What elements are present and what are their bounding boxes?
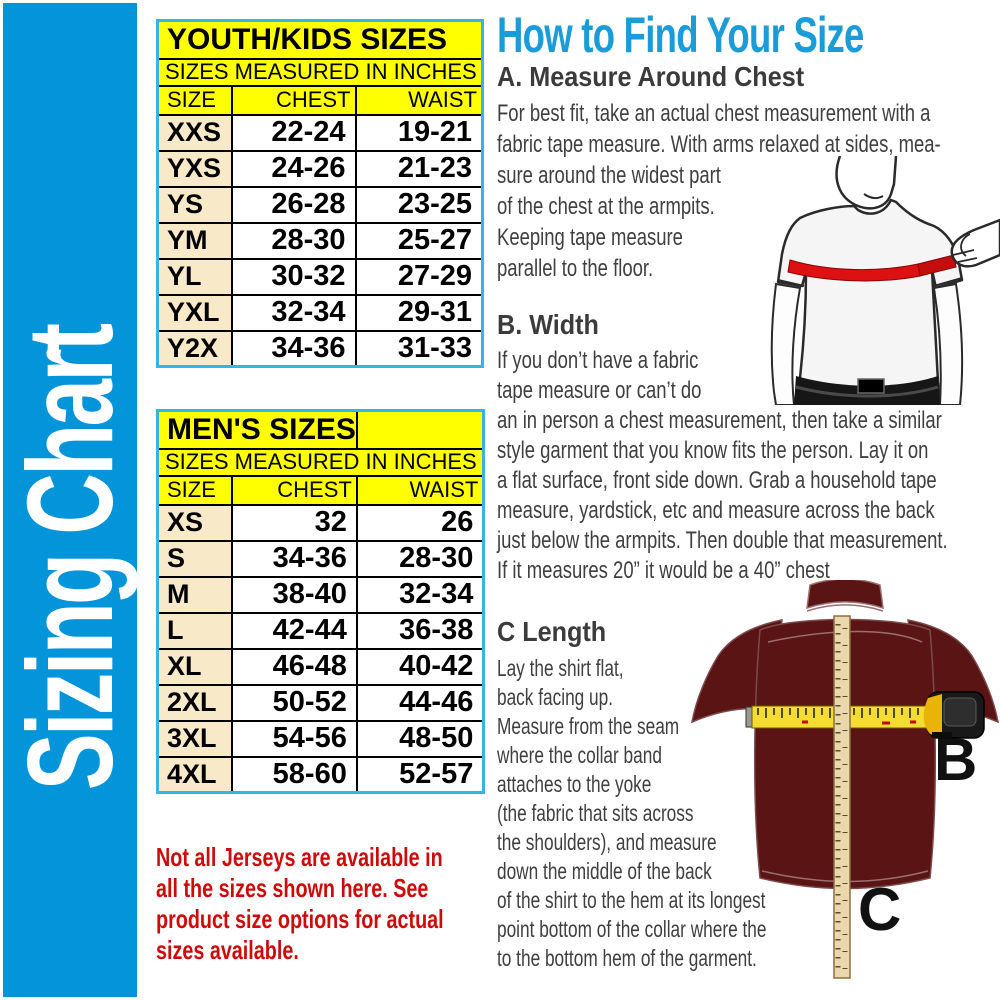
- shirt-length-figure: B C: [691, 580, 999, 979]
- size-cell: YXL: [156, 293, 233, 332]
- size-cell: L: [156, 611, 233, 650]
- youth-header-row: SIZE CHEST WAIST: [156, 84, 484, 116]
- chest-cell: 26-28: [230, 185, 357, 224]
- chest-cell: 58-60: [231, 755, 358, 794]
- section-a-heading: A. Measure Around Chest: [497, 61, 805, 92]
- waist-cell: 29-31: [354, 293, 484, 332]
- size-cell: YXS: [156, 149, 233, 188]
- table-row: XS 32 26: [156, 503, 485, 542]
- helper-hand: [950, 218, 1000, 268]
- guide-title: How to Find Your Size: [497, 7, 864, 63]
- table-row: XL 46-48 40-42: [156, 647, 485, 686]
- section-c-heading: C Length: [497, 616, 607, 647]
- size-cell: S: [156, 539, 233, 578]
- mens-header-row: SIZE CHEST WAIST: [156, 474, 485, 506]
- person-head: [835, 156, 898, 210]
- section-b-body: If you don’t have a fabric tape measure …: [497, 347, 948, 584]
- size-cell: XS: [156, 503, 233, 542]
- chest-cell: 46-48: [231, 647, 358, 686]
- size-cell: 2XL: [156, 683, 233, 722]
- table-row: YXS 24-26 21-23: [156, 149, 484, 188]
- belt-buckle: [857, 378, 885, 394]
- size-cell: YM: [156, 221, 233, 260]
- youth-table-title: YOUTH/KIDS SIZES: [156, 19, 484, 60]
- chest-cell: 24-26: [230, 149, 357, 188]
- chest-cell: 28-30: [230, 221, 357, 260]
- waist-cell: 27-29: [354, 257, 484, 296]
- youth-col-waist: WAIST: [354, 84, 484, 116]
- size-cell: M: [156, 575, 233, 614]
- waist-cell: 52-57: [355, 755, 485, 794]
- size-cell: 4XL: [156, 755, 233, 794]
- table-row: YS 26-28 23-25: [156, 185, 484, 224]
- waist-cell: 19-21: [354, 113, 484, 152]
- table-row: XXS 22-24 19-21: [156, 113, 484, 152]
- mens-table-subtitle: SIZES MEASURED IN INCHES: [156, 447, 485, 477]
- sidebar-banner: Sizing Chart: [2, 3, 138, 997]
- mens-table-title: MEN'S SIZES: [156, 409, 358, 450]
- chest-cell: 34-36: [231, 539, 358, 578]
- size-cell: YL: [156, 257, 233, 296]
- chest-cell: 32: [231, 503, 358, 542]
- waist-cell: 23-25: [354, 185, 484, 224]
- waist-cell: 48-50: [355, 719, 485, 758]
- mens-table-title-spacer: [355, 409, 485, 450]
- chest-cell: 38-40: [231, 575, 358, 614]
- table-row: S 34-36 28-30: [156, 539, 485, 578]
- chest-cell: 54-56: [231, 719, 358, 758]
- youth-sizes-table: YOUTH/KIDS SIZES SIZES MEASURED IN INCHE…: [156, 19, 484, 368]
- chest-cell: 22-24: [230, 113, 357, 152]
- section-a-body: For best fit, take an actual chest measu…: [497, 100, 941, 282]
- mens-col-chest: CHEST: [231, 474, 358, 506]
- mens-col-waist: WAIST: [355, 474, 485, 506]
- tape-red-marks: [802, 720, 916, 725]
- table-row: 4XL 58-60 52-57: [156, 755, 485, 794]
- table-row: YL 30-32 27-29: [156, 257, 484, 296]
- youth-col-chest: CHEST: [230, 84, 357, 116]
- label-c: C: [858, 876, 901, 943]
- chest-cell: 32-34: [230, 293, 357, 332]
- waist-cell: 44-46: [355, 683, 485, 722]
- table-row: 3XL 54-56 48-50: [156, 719, 485, 758]
- table-row: L 42-44 36-38: [156, 611, 485, 650]
- person-tshirt: [776, 198, 964, 405]
- waist-cell: 21-23: [354, 149, 484, 188]
- size-cell: XXS: [156, 113, 233, 152]
- mens-sizes-table: MEN'S SIZES SIZES MEASURED IN INCHES SIZ…: [156, 409, 486, 794]
- table-row: YM 28-30 25-27: [156, 221, 484, 260]
- table-row: 2XL 50-52 44-46: [156, 683, 485, 722]
- size-cell: XL: [156, 647, 233, 686]
- mens-col-size: SIZE: [156, 474, 233, 506]
- tape-measure-body: [923, 691, 985, 739]
- waist-cell: 31-33: [354, 329, 484, 368]
- size-cell: YS: [156, 185, 233, 224]
- table-row: M 38-40 32-34: [156, 575, 485, 614]
- table-row: YXL 32-34 29-31: [156, 293, 484, 332]
- chest-cell: 50-52: [231, 683, 358, 722]
- waist-cell: 26: [355, 503, 485, 542]
- shirt-collar: [806, 580, 884, 610]
- sidebar-title: Sizing Chart: [2, 325, 138, 791]
- waist-cell: 36-38: [355, 611, 485, 650]
- chest-measurement-figure: [770, 156, 1000, 405]
- person-left-arm: [770, 282, 802, 405]
- chest-cell: 30-32: [230, 257, 357, 296]
- availability-note: Not all Jerseys are available in all the…: [156, 842, 444, 965]
- size-cell: 3XL: [156, 719, 233, 758]
- section-b-heading: B. Width: [497, 309, 599, 340]
- waist-cell: 25-27: [354, 221, 484, 260]
- waist-cell: 40-42: [355, 647, 485, 686]
- section-c-body: Lay the shirt flat, back facing up. Meas…: [497, 655, 767, 971]
- youth-col-size: SIZE: [156, 84, 233, 116]
- size-cell: Y2X: [156, 329, 233, 368]
- label-b: B: [934, 726, 977, 793]
- chest-cell: 34-36: [230, 329, 357, 368]
- chest-cell: 42-44: [231, 611, 358, 650]
- waist-cell: 32-34: [355, 575, 485, 614]
- table-row: Y2X 34-36 31-33: [156, 329, 484, 368]
- waist-cell: 28-30: [355, 539, 485, 578]
- person-right-arm: [932, 282, 964, 405]
- youth-table-subtitle: SIZES MEASURED IN INCHES: [156, 57, 484, 87]
